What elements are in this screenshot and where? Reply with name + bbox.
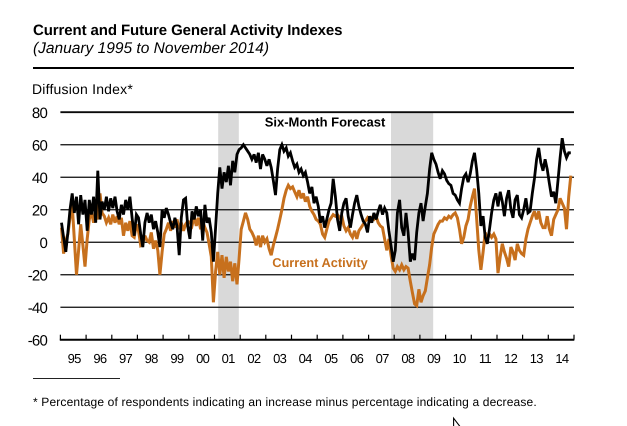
- svg-text:10: 10: [453, 351, 467, 366]
- svg-text:Current Activity: Current Activity: [272, 255, 368, 270]
- svg-text:20: 20: [32, 203, 48, 220]
- svg-text:98: 98: [145, 351, 159, 366]
- svg-text:02: 02: [247, 351, 261, 366]
- svg-text:-60: -60: [28, 333, 48, 350]
- svg-text:96: 96: [93, 351, 107, 366]
- svg-text:06: 06: [350, 351, 364, 366]
- svg-text:11: 11: [479, 351, 492, 366]
- svg-text:07: 07: [376, 351, 390, 366]
- svg-text:00: 00: [196, 351, 210, 366]
- svg-text:60: 60: [32, 138, 48, 155]
- svg-text:40: 40: [32, 170, 48, 187]
- svg-text:14: 14: [555, 351, 569, 366]
- svg-text:80: 80: [32, 105, 48, 122]
- svg-text:05: 05: [324, 351, 338, 366]
- svg-text:01: 01: [222, 351, 236, 366]
- svg-text:95: 95: [68, 351, 82, 366]
- svg-text:-40: -40: [28, 300, 48, 317]
- svg-text:99: 99: [170, 351, 184, 366]
- svg-text:0: 0: [39, 235, 47, 252]
- svg-text:Six-Month Forecast: Six-Month Forecast: [265, 115, 386, 130]
- svg-text:08: 08: [401, 351, 415, 366]
- svg-text:03: 03: [273, 351, 287, 366]
- svg-text:-20: -20: [28, 268, 48, 285]
- svg-text:97: 97: [119, 351, 133, 366]
- svg-text:12: 12: [504, 351, 518, 366]
- svg-text:13: 13: [530, 351, 544, 366]
- svg-text:09: 09: [427, 351, 441, 366]
- svg-text:04: 04: [299, 351, 313, 366]
